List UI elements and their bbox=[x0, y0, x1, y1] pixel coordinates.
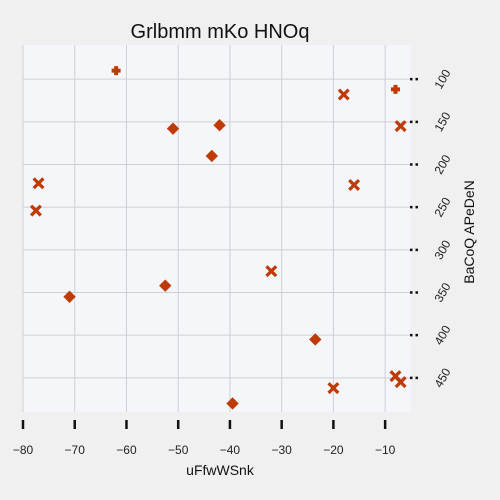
x-marker bbox=[265, 265, 278, 278]
y-tick-label: 350 bbox=[431, 280, 453, 305]
diamond-marker bbox=[166, 122, 180, 135]
diamond-marker bbox=[309, 333, 322, 346]
y-tick-label: 400 bbox=[431, 323, 453, 348]
x-tick-label: −60 bbox=[116, 443, 137, 457]
y-tick-label: 150 bbox=[431, 109, 453, 134]
diamond-marker bbox=[213, 119, 226, 132]
y-axis-title: BaCoQ APeDeN bbox=[461, 180, 477, 284]
x-marker-shape bbox=[348, 178, 361, 191]
x-tick-label: −10 bbox=[375, 443, 396, 457]
x-marker bbox=[394, 376, 407, 389]
y-tick-label: 100 bbox=[431, 67, 453, 92]
plus-marker bbox=[111, 66, 121, 76]
x-marker-shape bbox=[337, 88, 350, 101]
plot-area bbox=[23, 45, 411, 412]
x-tick-label: −20 bbox=[323, 443, 344, 457]
data-markers bbox=[29, 66, 407, 410]
x-marker-shape bbox=[265, 265, 278, 278]
x-marker bbox=[327, 382, 340, 395]
x-marker bbox=[337, 88, 350, 101]
plus-marker bbox=[390, 84, 400, 94]
x-marker-shape bbox=[32, 177, 45, 190]
x-marker-shape bbox=[327, 382, 340, 395]
diamond-marker bbox=[226, 397, 239, 410]
chart-title: Grlbmm mKo HNOq bbox=[131, 21, 310, 43]
y-tick-label: 300 bbox=[431, 237, 453, 262]
y-tick-label: 450 bbox=[431, 365, 453, 390]
x-tick-label: −30 bbox=[271, 443, 292, 457]
x-marker-shape bbox=[394, 120, 407, 133]
x-marker-shape bbox=[29, 204, 42, 217]
x-marker bbox=[29, 204, 42, 217]
x-tick-label: −40 bbox=[220, 443, 241, 457]
x-marker bbox=[394, 120, 407, 133]
x-tick-label: −80 bbox=[13, 443, 34, 457]
x-tick-label: −70 bbox=[65, 443, 86, 457]
grid-lines bbox=[22, 45, 411, 412]
diamond-marker bbox=[159, 279, 172, 292]
x-tick-label: −50 bbox=[168, 443, 189, 457]
axes: −80 −70 −60 −50 −40 −30 −20 −10 100 150 200 250 300 3… bbox=[13, 67, 454, 457]
diamond-marker bbox=[63, 290, 76, 303]
y-tick-label: 250 bbox=[431, 195, 453, 220]
x-marker bbox=[32, 177, 45, 190]
x-axis-title: uFfwWSnk bbox=[186, 462, 255, 478]
y-tick-label: 200 bbox=[431, 152, 453, 177]
x-marker bbox=[348, 178, 361, 191]
x-marker-shape bbox=[394, 376, 407, 389]
diamond-marker bbox=[205, 149, 219, 163]
